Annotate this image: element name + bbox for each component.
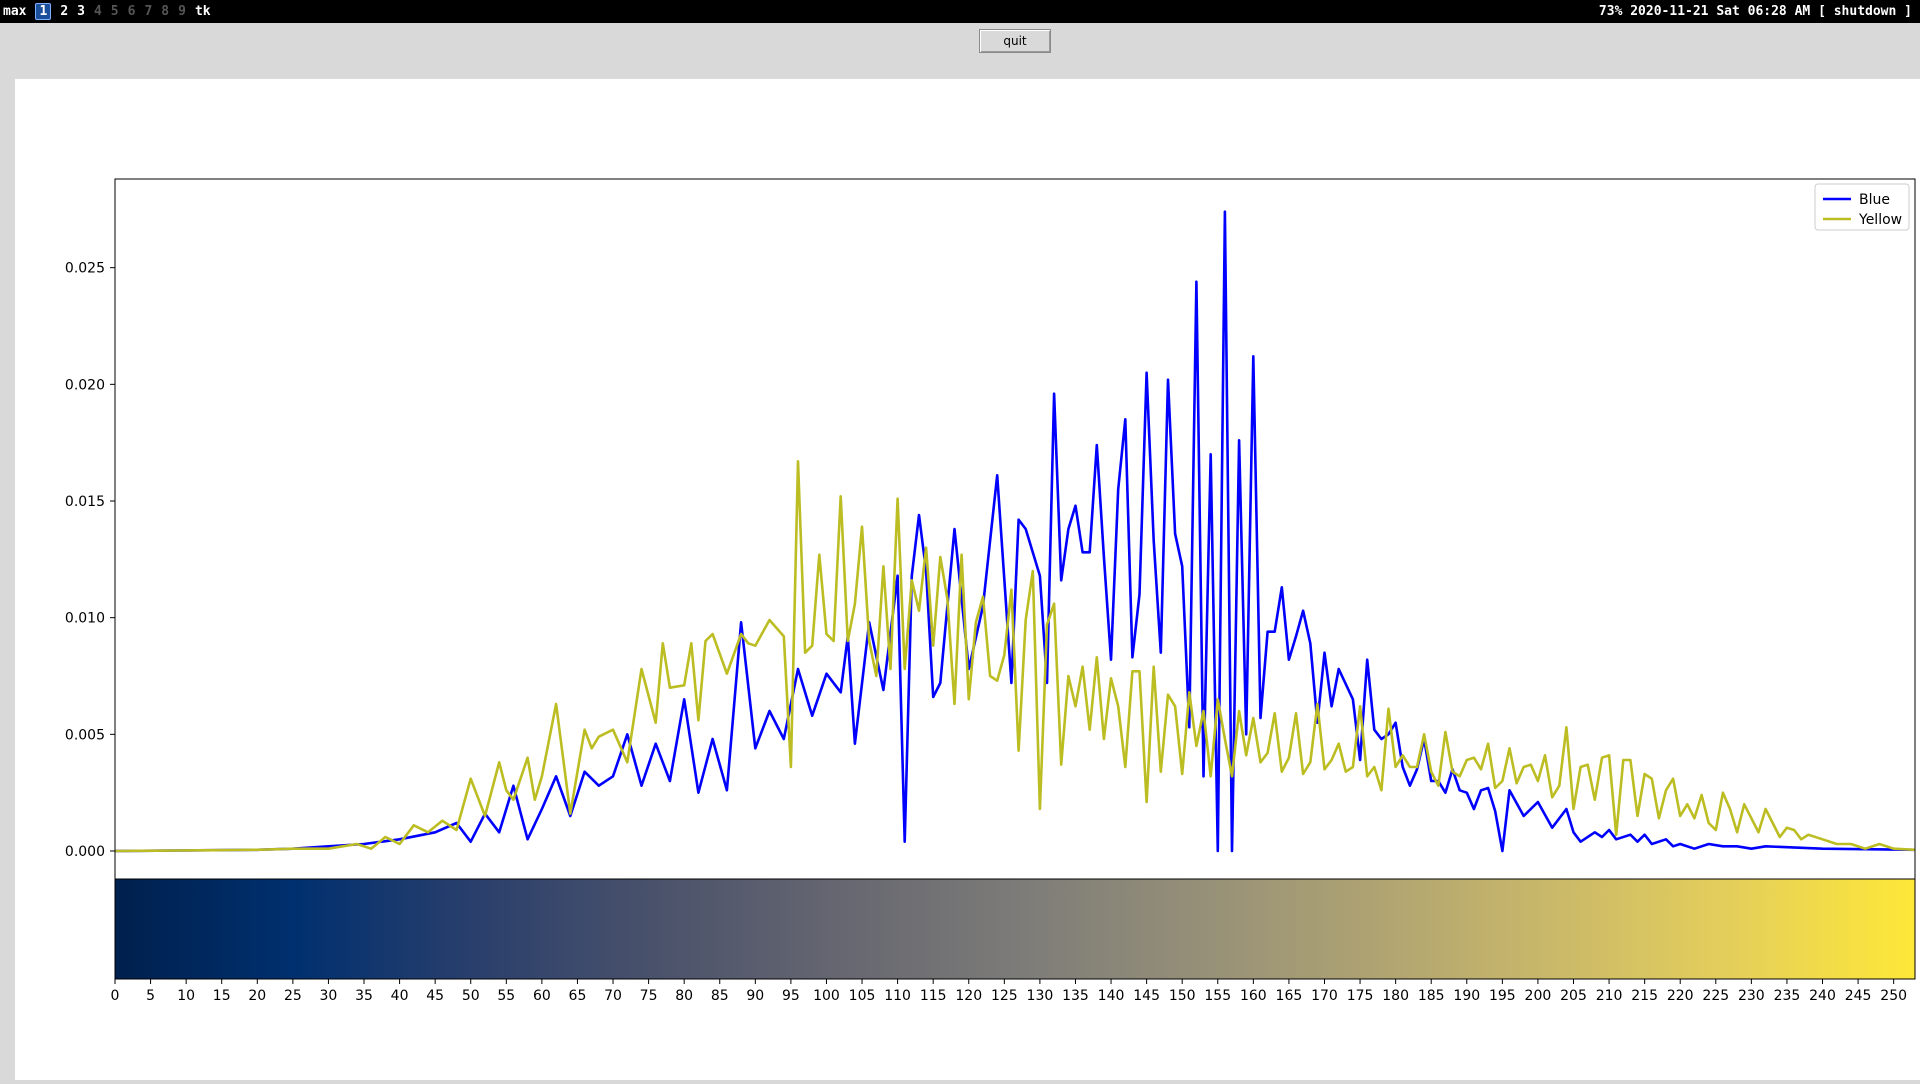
- x-tick-label: 125: [991, 988, 1018, 1004]
- layout-indicator[interactable]: max: [3, 4, 27, 19]
- x-tick-label: 25: [284, 988, 302, 1004]
- x-tick-label: 105: [849, 988, 876, 1004]
- x-tick-label: 230: [1738, 988, 1765, 1004]
- chart: 0.000 0.005 0.010 0.015 0.020 0.025 0 5 10 15 20 25…: [15, 79, 1920, 1084]
- series-line-blue: [114, 210, 1916, 853]
- x-tick-label: 100: [813, 988, 840, 1004]
- x-tick-label: 45: [426, 988, 444, 1004]
- workspace-tag-4[interactable]: 4: [93, 4, 102, 19]
- x-tick-label: 180: [1382, 988, 1409, 1004]
- x-tick-label: 190: [1453, 988, 1480, 1004]
- x-tick-label: 185: [1418, 988, 1445, 1004]
- x-tick-label: 10: [177, 988, 195, 1004]
- x-tick-label: 30: [320, 988, 338, 1004]
- y-tick-label: 0.025: [65, 261, 105, 277]
- workspace-tag-9[interactable]: 9: [178, 4, 186, 19]
- x-tick-label: 40: [391, 988, 409, 1004]
- x-tick-label: 235: [1774, 988, 1801, 1004]
- x-tick-label: 245: [1845, 988, 1872, 1004]
- window-title: tk: [194, 4, 211, 19]
- status-text[interactable]: 73% 2020-11-21 Sat 06:28 AM [ shutdown ]: [1598, 4, 1912, 19]
- x-tick-label: 250: [1880, 988, 1907, 1004]
- x-tick-label: 90: [746, 988, 764, 1004]
- x-tick-label: 195: [1489, 988, 1516, 1004]
- x-tick-label: 65: [569, 988, 587, 1004]
- x-tick-label: 140: [1098, 988, 1125, 1004]
- y-tick-label: 0.000: [65, 844, 105, 860]
- x-tick-label: 130: [1027, 988, 1054, 1004]
- workspace-tag-1[interactable]: 1: [35, 3, 52, 20]
- workspace-tag-5[interactable]: 5: [110, 4, 119, 19]
- x-tick-label: 160: [1240, 988, 1267, 1004]
- x-tick-label: 50: [462, 988, 480, 1004]
- x-tick-label: 70: [604, 988, 622, 1004]
- x-tick-label: 120: [955, 988, 982, 1004]
- quit-button[interactable]: quit: [979, 29, 1051, 53]
- workspace-tag-2[interactable]: 2: [60, 4, 69, 19]
- plot-canvas: 0.000 0.005 0.010 0.015 0.020 0.025 0 5 10 15 20 25…: [15, 79, 1920, 1080]
- x-tick-label: 5: [146, 988, 155, 1004]
- x-tick-label: 35: [355, 988, 373, 1004]
- x-tick-label: 220: [1667, 988, 1694, 1004]
- x-tick-label: 150: [1169, 988, 1196, 1004]
- x-tick-label: 80: [675, 988, 693, 1004]
- x-tick-label: 200: [1525, 988, 1552, 1004]
- workspace-tag-3[interactable]: 3: [77, 4, 85, 19]
- y-tick-label: 0.010: [65, 611, 105, 627]
- legend-label-yellow: Yellow: [1858, 212, 1902, 228]
- workspace-tag-8[interactable]: 8: [161, 4, 170, 19]
- x-tick-label: 225: [1702, 988, 1729, 1004]
- y-tick-label: 0.015: [65, 494, 105, 510]
- workspace-tag-7[interactable]: 7: [144, 4, 153, 19]
- x-tick-label: 60: [533, 988, 551, 1004]
- x-tick-label: 205: [1560, 988, 1587, 1004]
- taskbar: max 1 2 3 4 5 6 7 8 9 tk 73% 2020-11-21 …: [0, 0, 1920, 23]
- y-tick-label: 0.020: [65, 377, 105, 393]
- x-tick-label: 95: [782, 988, 800, 1004]
- x-tick-label: 55: [497, 988, 515, 1004]
- x-tick-label: 110: [884, 988, 911, 1004]
- x-tick-label: 165: [1276, 988, 1303, 1004]
- x-tick-label: 215: [1631, 988, 1658, 1004]
- x-tick-label: 115: [920, 988, 947, 1004]
- x-tick-label: 145: [1133, 988, 1160, 1004]
- legend-label-blue: Blue: [1859, 192, 1890, 208]
- x-tick-label: 170: [1311, 988, 1338, 1004]
- chart-svg: 0.000 0.005 0.010 0.015 0.020 0.025 0 5 10 15 20 25…: [65, 178, 1916, 1004]
- x-tick-label: 15: [213, 988, 231, 1004]
- x-tick-label: 210: [1596, 988, 1623, 1004]
- y-tick-label: 0.005: [65, 727, 105, 743]
- x-tick-label: 75: [640, 988, 658, 1004]
- x-tick-label: 135: [1062, 988, 1089, 1004]
- x-tick-label: 20: [248, 988, 266, 1004]
- series-line-yellow: [114, 460, 1916, 853]
- x-tick-label: 85: [711, 988, 729, 1004]
- x-tick-label: 155: [1204, 988, 1231, 1004]
- workspace-tag-6[interactable]: 6: [127, 4, 136, 19]
- x-tick-label: 240: [1809, 988, 1836, 1004]
- colorbar: [114, 878, 1916, 980]
- tag-list: max 1 2 3 4 5 6 7 8 9 tk: [3, 3, 220, 20]
- x-tick-label: 175: [1347, 988, 1374, 1004]
- x-tick-label: 0: [111, 988, 120, 1004]
